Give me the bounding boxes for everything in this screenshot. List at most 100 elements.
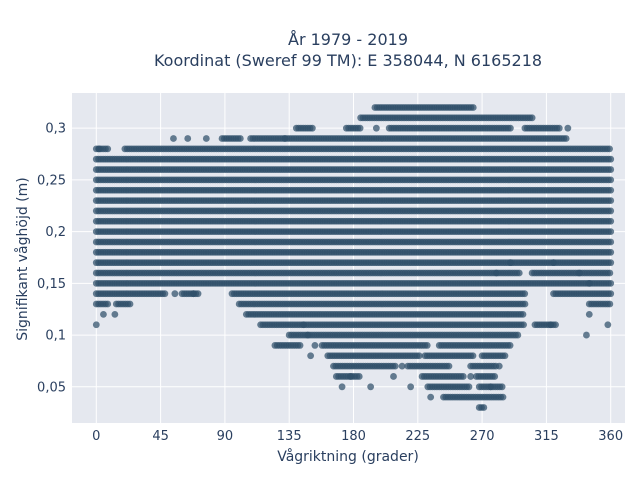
point-band (285, 331, 522, 339)
data-point (507, 124, 514, 132)
x-tick-label: 135 (277, 429, 302, 444)
data-point (347, 373, 355, 380)
data-point (445, 362, 453, 370)
point-band (257, 321, 527, 329)
data-point (415, 352, 423, 360)
data-point (281, 135, 289, 142)
x-tick-label: 270 (470, 429, 495, 444)
point-band (92, 228, 615, 236)
data-point (459, 373, 467, 380)
y-tick-label: 0,25 (37, 173, 66, 188)
data-point (520, 321, 527, 329)
point-band (218, 135, 244, 142)
data-point (607, 155, 615, 163)
y-axis-label: Signifikant våghöjd (m) (14, 177, 31, 340)
data-point (493, 269, 500, 277)
data-point (607, 228, 615, 236)
point-band (92, 186, 615, 194)
point-band (121, 145, 613, 153)
data-point (585, 279, 593, 287)
point-band (478, 352, 509, 360)
point-band (550, 290, 615, 298)
y-tick-label: 0,1 (45, 329, 66, 344)
point-band (324, 352, 423, 360)
point-band (92, 238, 615, 246)
point-band (424, 383, 473, 391)
point-band (385, 124, 514, 132)
data-point (170, 135, 177, 142)
data-point (607, 290, 615, 298)
y-tick-label: 0,15 (37, 277, 66, 292)
x-tick-label: 360 (598, 429, 623, 444)
data-point (604, 321, 612, 329)
data-point (161, 290, 169, 298)
point-band (271, 342, 304, 349)
data-point (607, 176, 615, 184)
y-tick-label: 0,3 (45, 122, 66, 137)
data-point (311, 342, 319, 349)
x-tick-label: 45 (152, 429, 169, 444)
point-band (472, 373, 499, 380)
point-band (92, 259, 615, 267)
point-band (92, 155, 615, 163)
x-tick-label: 315 (534, 429, 559, 444)
x-axis-label: Vågriktning (grader) (277, 448, 419, 465)
data-points (92, 104, 615, 411)
data-point (100, 310, 107, 318)
data-point (398, 362, 406, 370)
data-point (423, 342, 431, 349)
data-point (390, 373, 397, 380)
data-point (372, 124, 380, 132)
point-band (330, 362, 399, 370)
point-band (418, 373, 467, 380)
point-band (92, 300, 112, 308)
point-band (421, 352, 477, 360)
data-point (338, 383, 346, 391)
data-point (607, 259, 615, 267)
data-point (514, 331, 522, 339)
point-band (235, 300, 529, 308)
data-point (111, 310, 119, 318)
x-tick-label: 90 (217, 429, 234, 444)
data-point (547, 321, 555, 329)
data-point (607, 207, 615, 215)
data-point (491, 373, 499, 380)
point-band (440, 393, 507, 401)
data-point (607, 217, 615, 225)
data-point (528, 114, 536, 122)
point-band (228, 290, 529, 298)
data-point (585, 310, 593, 318)
data-point (564, 124, 572, 132)
data-point (104, 300, 112, 308)
plot-area (72, 93, 625, 423)
point-band (357, 114, 536, 122)
data-point (562, 135, 570, 142)
chart-title: År 1979 - 2019 (288, 30, 408, 49)
data-point (521, 290, 529, 298)
data-point (427, 393, 435, 401)
point-band (242, 310, 527, 318)
data-point (507, 259, 515, 267)
point-band (92, 279, 615, 287)
point-band (467, 362, 500, 370)
data-point (300, 321, 307, 329)
point-band (112, 300, 134, 308)
data-point (296, 342, 304, 349)
data-point (607, 197, 615, 204)
axes: 0 45 90 135 180 225 270 315 3600,050,10,150,20,2… (37, 122, 623, 444)
data-point (307, 352, 315, 360)
point-band (435, 342, 514, 349)
x-tick-label: 180 (341, 429, 366, 444)
point-band (404, 362, 453, 370)
data-point (480, 404, 488, 411)
point-band (528, 269, 614, 277)
data-point (184, 135, 192, 142)
data-point (583, 331, 590, 339)
data-point (552, 321, 559, 329)
data-point (606, 300, 614, 308)
point-band (92, 207, 615, 215)
data-point (104, 145, 112, 153)
data-point (126, 300, 134, 308)
